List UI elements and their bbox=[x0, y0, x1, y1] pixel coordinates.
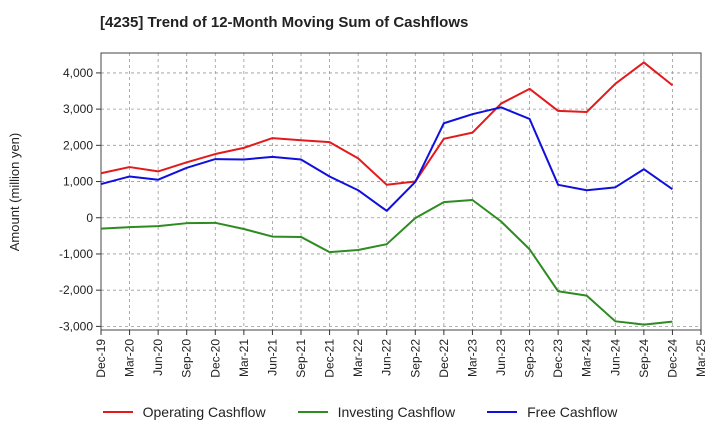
x-tick-label: Jun-22 bbox=[380, 339, 394, 376]
x-tick-label: Sep-22 bbox=[408, 339, 422, 378]
x-tick-label: Dec-22 bbox=[437, 339, 451, 378]
x-tick-label: Mar-25 bbox=[694, 339, 708, 377]
x-tick-label: Dec-21 bbox=[323, 339, 337, 378]
series-line-operating-cashflow bbox=[100, 61, 674, 186]
y-tick-label: 0 bbox=[86, 211, 93, 225]
x-tick-label: Jun-20 bbox=[151, 339, 165, 376]
legend-item-free-cashflow: Free Cashflow bbox=[487, 404, 617, 420]
x-tick-label: Mar-21 bbox=[237, 339, 251, 377]
y-tick-label: -2,000 bbox=[59, 283, 93, 297]
y-axis-label: Amount (million yen) bbox=[7, 133, 22, 252]
y-tick-label: 4,000 bbox=[63, 66, 93, 80]
y-tick-label: 3,000 bbox=[63, 102, 93, 116]
y-tick-label: -1,000 bbox=[59, 247, 93, 261]
chart-title: [4235] Trend of 12-Month Moving Sum of C… bbox=[100, 14, 469, 31]
y-tick-label: -3,000 bbox=[59, 319, 93, 333]
legend-label: Free Cashflow bbox=[527, 404, 618, 420]
x-tick-label: Jun-23 bbox=[494, 339, 508, 376]
legend-swatch bbox=[487, 411, 518, 413]
y-tick-label: 2,000 bbox=[63, 138, 93, 152]
x-tick-label: Dec-23 bbox=[551, 339, 565, 378]
plot-area bbox=[100, 52, 702, 331]
x-tick-label: Mar-20 bbox=[123, 339, 137, 377]
x-tick-label: Dec-20 bbox=[208, 339, 222, 378]
x-tick-label: Dec-24 bbox=[665, 339, 679, 378]
x-tick-label: Dec-19 bbox=[94, 339, 108, 378]
legend-item-operating-cashflow: Operating Cashflow bbox=[102, 404, 266, 420]
x-tick-label: Sep-23 bbox=[523, 339, 537, 378]
x-tick-label: Sep-21 bbox=[294, 339, 308, 378]
legend-label: Operating Cashflow bbox=[142, 404, 266, 420]
line-chart: Amount (million yen) 4,000 3,000 2,000 1,00… bbox=[7, 52, 708, 378]
legend-swatch bbox=[297, 411, 328, 413]
series-line-investing-cashflow bbox=[100, 199, 673, 326]
x-tick-label: Mar-23 bbox=[465, 339, 479, 377]
legend-label: Investing Cashflow bbox=[337, 404, 456, 420]
x-tick-label: Mar-22 bbox=[351, 339, 365, 377]
series-line-free-cashflow bbox=[100, 106, 674, 212]
x-tick-label: Jun-24 bbox=[608, 339, 622, 376]
x-tick-label: Sep-24 bbox=[637, 339, 651, 378]
legend-swatch bbox=[102, 411, 133, 413]
legend: Operating Cashflow Investing Cashflow Free… bbox=[0, 404, 720, 420]
x-tick-label: Sep-20 bbox=[180, 339, 194, 378]
x-tick-label: Jun-21 bbox=[265, 339, 279, 376]
legend-item-investing-cashflow: Investing Cashflow bbox=[297, 404, 456, 420]
y-tick-label: 1,000 bbox=[63, 175, 93, 189]
x-tick-label: Mar-24 bbox=[580, 339, 594, 377]
